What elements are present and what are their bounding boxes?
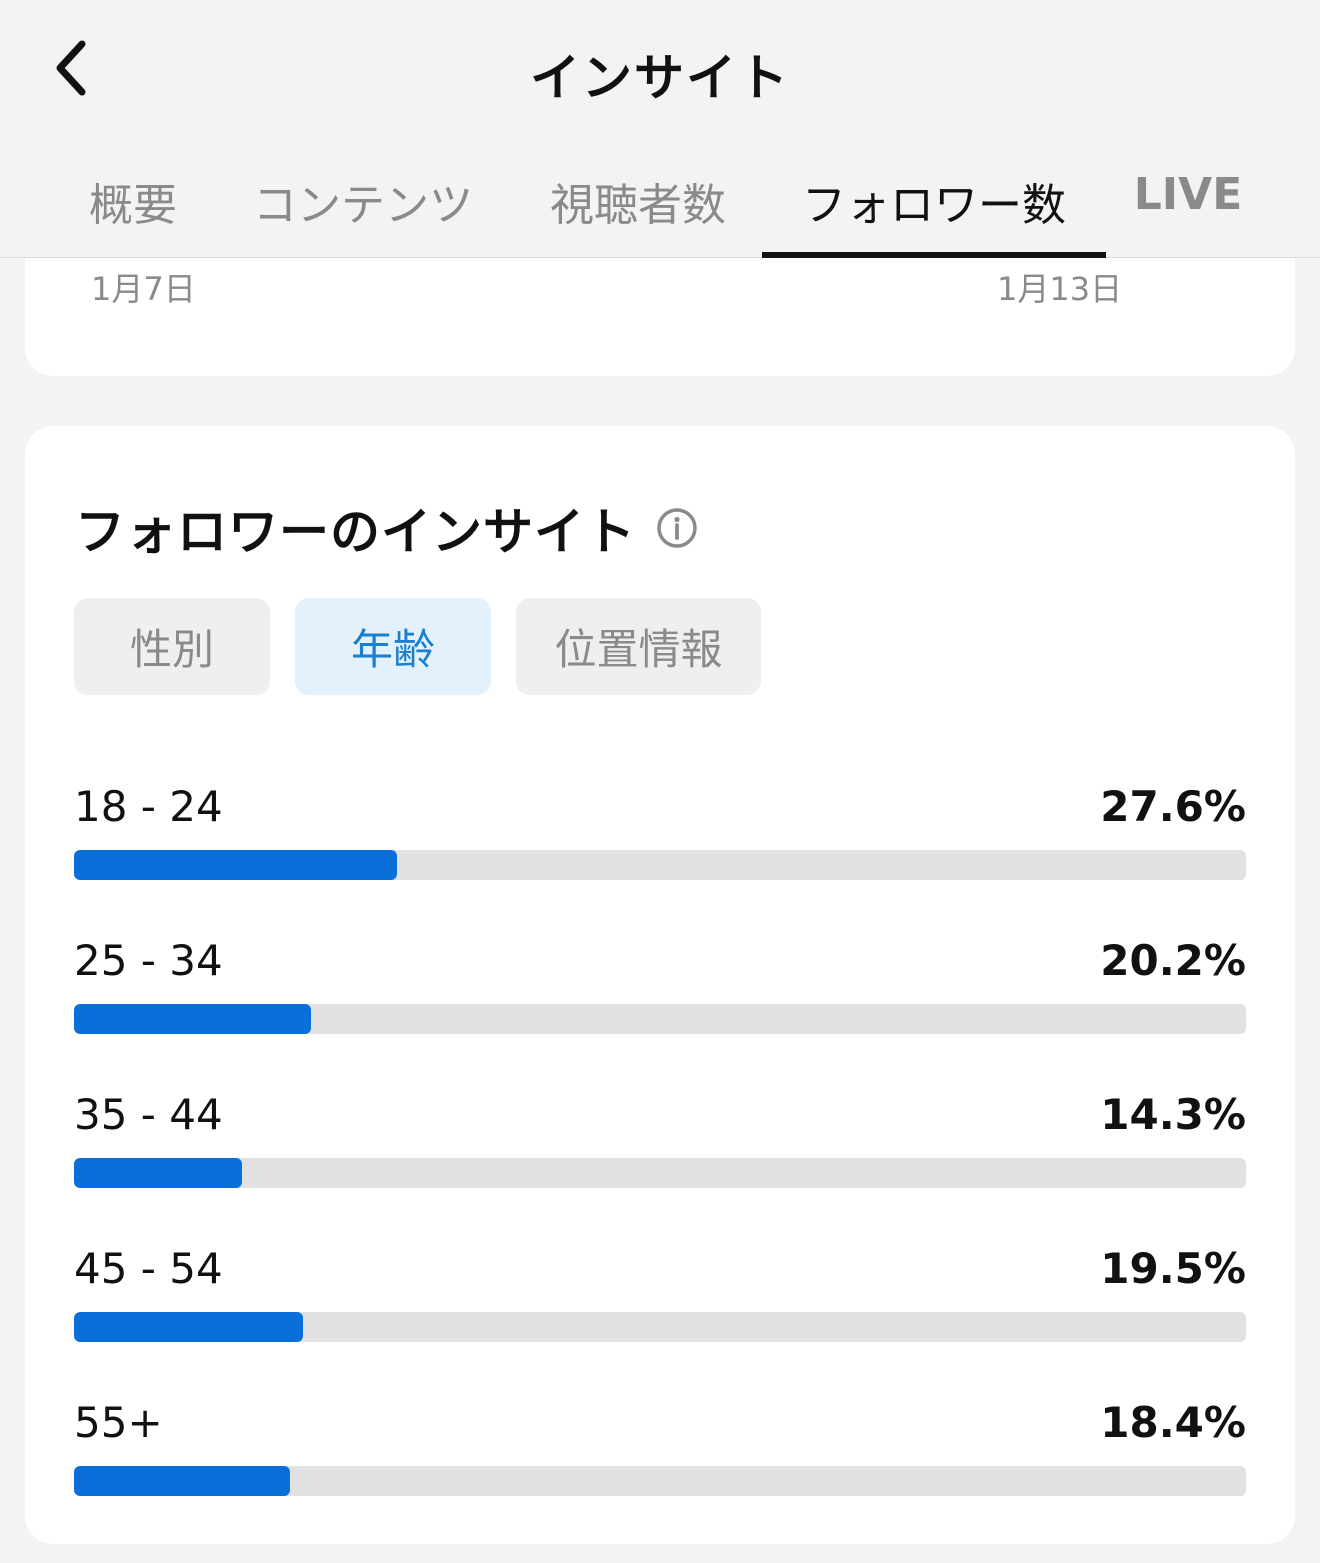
age-label: 55+ [74, 1398, 163, 1447]
tab-overview[interactable]: 概要 [86, 165, 180, 258]
section-title-text: フォロワーのインサイト [75, 503, 636, 561]
age-row-25-34: 25 - 34 20.2% [74, 936, 1246, 1036]
bar-fill [74, 850, 398, 880]
tab-label: フォロワー数 [802, 180, 1066, 231]
chart-start-date: 1月7日 [91, 270, 196, 308]
tab-live[interactable]: LIVE [1134, 165, 1243, 258]
filter-label: 位置情報 [554, 625, 723, 674]
filter-gender-button[interactable]: 性別 [74, 598, 270, 695]
age-percent: 20.2% [1100, 936, 1246, 985]
age-percent: 14.3% [1100, 1090, 1246, 1139]
age-percent: 18.4% [1100, 1398, 1246, 1447]
tab-label: コンテンツ [253, 180, 473, 231]
info-circle-icon[interactable] [656, 507, 698, 549]
age-label: 35 - 44 [74, 1090, 223, 1139]
chart-end-date: 1月13日 [997, 270, 1123, 308]
chevron-left-icon [56, 40, 86, 96]
bar-fill [74, 1158, 242, 1188]
tab-followers[interactable]: フォロワー数 [762, 165, 1106, 258]
tab-content[interactable]: コンテンツ [250, 165, 476, 258]
tab-label: 概要 [89, 180, 177, 231]
filter-label: 性別 [129, 625, 214, 674]
age-row-35-44: 35 - 44 14.3% [74, 1090, 1246, 1190]
bar-track [74, 1004, 1246, 1034]
bar-track [74, 850, 1246, 880]
bar-track [74, 1312, 1246, 1342]
tab-label: LIVE [1133, 169, 1243, 220]
section-title: フォロワーのインサイト [75, 492, 698, 564]
app-header: インサイト 概要 コンテンツ 視聴者数 フォロワー数 LIVE [0, 0, 1320, 258]
age-row-55-plus: 55+ 18.4% [74, 1398, 1246, 1498]
bar-fill [74, 1312, 303, 1342]
followers-chart-card: 1月7日 1月13日 [25, 258, 1295, 376]
filter-age-button[interactable]: 年齢 [295, 598, 491, 695]
follower-insights-card: フォロワーのインサイト 性別 年齢 位置情報 18 - 24 27.6% 25 … [25, 426, 1295, 1544]
active-tab-indicator [762, 252, 1106, 258]
filter-label: 年齢 [350, 625, 435, 674]
tab-bar: 概要 コンテンツ 視聴者数 フォロワー数 LIVE [0, 165, 1320, 258]
bar-track [74, 1158, 1246, 1188]
age-label: 18 - 24 [74, 782, 223, 831]
tab-label: 視聴者数 [550, 180, 726, 231]
bar-track [74, 1466, 1246, 1496]
bar-fill [74, 1466, 290, 1496]
age-row-45-54: 45 - 54 19.5% [74, 1244, 1246, 1344]
back-button[interactable] [40, 34, 100, 102]
tab-viewers[interactable]: 視聴者数 [545, 165, 731, 258]
age-percent: 27.6% [1100, 782, 1246, 831]
age-percent: 19.5% [1100, 1244, 1246, 1293]
page-title: インサイト [530, 49, 790, 107]
bar-fill [74, 1004, 311, 1034]
age-label: 25 - 34 [74, 936, 223, 985]
filter-location-button[interactable]: 位置情報 [516, 598, 761, 695]
age-label: 45 - 54 [74, 1244, 223, 1293]
age-row-18-24: 18 - 24 27.6% [74, 782, 1246, 882]
